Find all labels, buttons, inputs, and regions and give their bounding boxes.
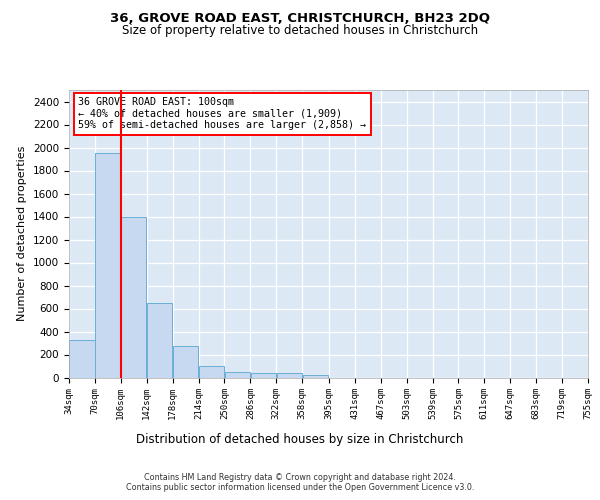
Bar [95, 153, 121, 378]
Bar [225, 372, 250, 378]
Text: Distribution of detached houses by size in Christchurch: Distribution of detached houses by size … [136, 432, 464, 446]
Bar [121, 216, 146, 378]
Text: Contains HM Land Registry data © Crown copyright and database right 2024.
Contai: Contains HM Land Registry data © Crown c… [126, 473, 474, 492]
Text: 36, GROVE ROAD EAST, CHRISTCHURCH, BH23 2DQ: 36, GROVE ROAD EAST, CHRISTCHURCH, BH23 … [110, 12, 490, 26]
Bar [69, 340, 95, 378]
Y-axis label: Number of detached properties: Number of detached properties [17, 146, 28, 322]
Bar [199, 366, 224, 378]
Bar [173, 346, 198, 378]
Bar [251, 373, 276, 378]
Text: Size of property relative to detached houses in Christchurch: Size of property relative to detached ho… [122, 24, 478, 37]
Bar [277, 374, 302, 378]
Bar [147, 302, 172, 378]
Text: 36 GROVE ROAD EAST: 100sqm
← 40% of detached houses are smaller (1,909)
59% of s: 36 GROVE ROAD EAST: 100sqm ← 40% of deta… [79, 97, 367, 130]
Bar [303, 375, 328, 378]
